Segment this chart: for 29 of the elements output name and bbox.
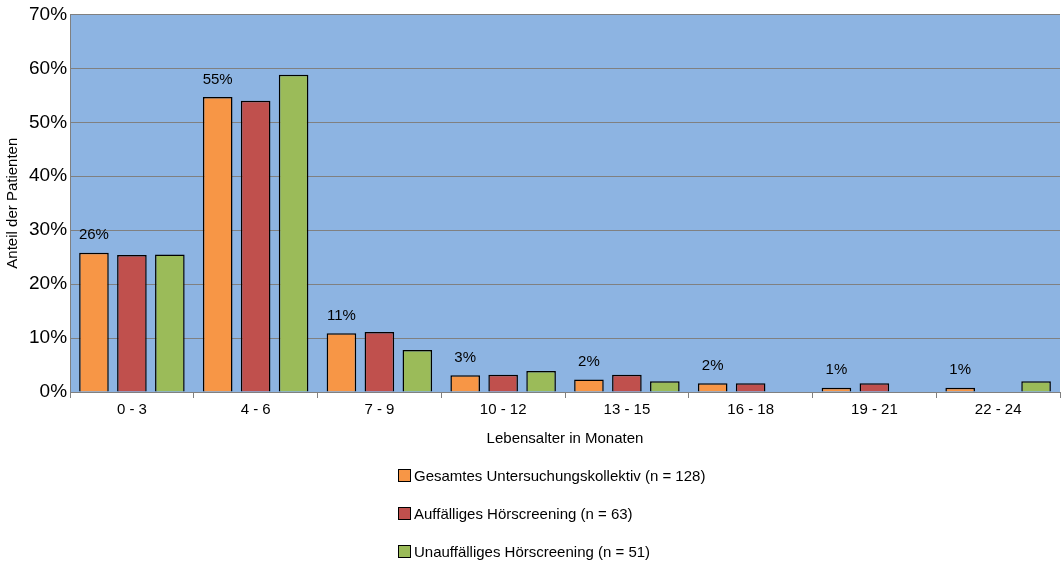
- y-tick-label: 40%: [29, 164, 68, 186]
- y-tick-label: 70%: [29, 2, 68, 24]
- x-tick-label: 0 - 3: [116, 400, 147, 418]
- y-tick-label: 30%: [29, 218, 68, 240]
- x-tick-label: 16 - 18: [727, 400, 774, 418]
- data-label: 1%: [949, 360, 972, 378]
- data-label: 26%: [78, 225, 109, 243]
- y-axis-title: Anteil der Patienten: [3, 137, 21, 269]
- data-label: 55%: [202, 69, 233, 87]
- x-tick-label: 7 - 9: [364, 400, 395, 418]
- legend-label: Unauffälliges Hörscreening (n = 51): [414, 542, 651, 560]
- y-tick-label: 20%: [29, 272, 68, 294]
- legend-label: Auffälliges Hörscreening (n = 63): [414, 504, 633, 522]
- data-label: 2%: [701, 356, 724, 374]
- data-label: 1%: [825, 360, 848, 378]
- data-label: 2%: [578, 352, 600, 370]
- y-tick-label: 10%: [29, 326, 68, 348]
- y-tick-label: 60%: [29, 56, 68, 78]
- x-tick-label: 13 - 15: [603, 400, 651, 418]
- x-tick-label: 19 - 21: [851, 400, 898, 418]
- data-label: 11%: [326, 305, 356, 323]
- x-axis-title: Lebensalter in Monaten: [486, 429, 644, 447]
- y-tick-label: 0%: [39, 380, 68, 402]
- x-tick-label: 10 - 12: [479, 400, 527, 418]
- y-tick-label: 50%: [29, 110, 68, 132]
- data-label: 3%: [454, 347, 477, 365]
- x-tick-label: 4 - 6: [240, 400, 271, 418]
- x-tick-label: 22 - 24: [974, 400, 1022, 418]
- legend-label: Gesamtes Untersuchungskollektiv (n = 128): [414, 466, 706, 484]
